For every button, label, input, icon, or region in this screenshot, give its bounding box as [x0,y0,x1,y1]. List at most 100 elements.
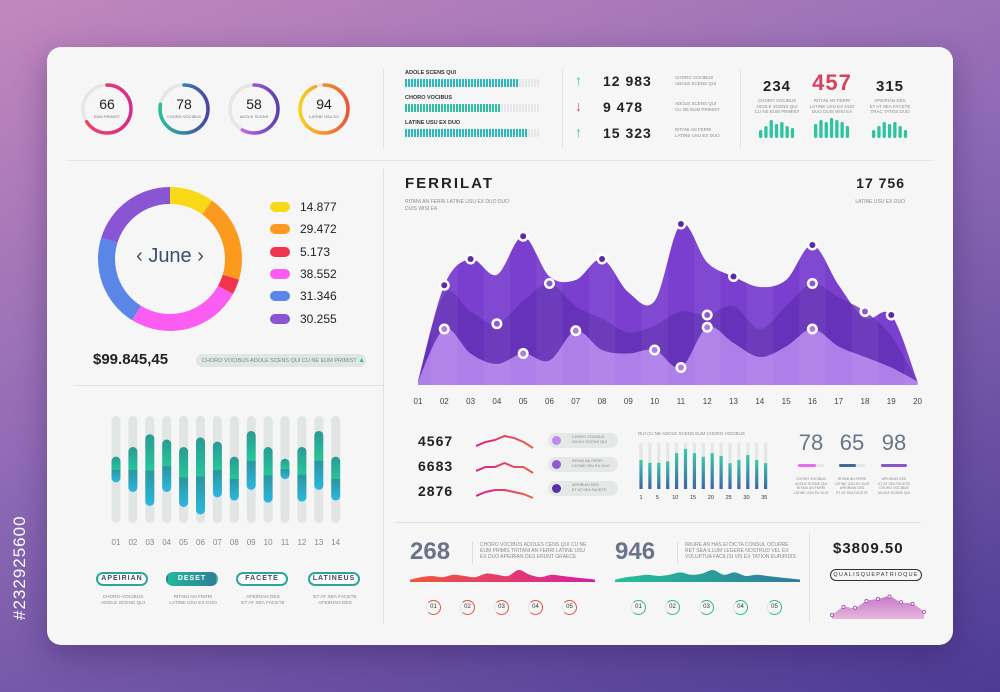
score-value: 78 [798,430,824,455]
legend-swatch [270,202,290,212]
progress-segment [432,104,434,112]
score: 98 APEIRIAN DES ET AT SEA FACETE CHORO VOCI… [870,430,918,495]
data-point-core [677,221,684,227]
data-point-core [441,326,448,332]
mini-bar-chart: 1 5 10 15 20 25 30 35 [639,443,767,501]
mini-bar [701,456,705,489]
step-circle[interactable]: 05 [562,600,577,615]
pill-text: ADOLE SCENS QUI [572,440,607,444]
progress-segment [441,79,443,87]
step-circle[interactable]: 01 [631,600,646,615]
step-circle[interactable]: 01 [426,600,441,615]
legend-swatch [270,268,290,279]
gauge-label: LATINE USU EX [309,114,339,119]
progress-segment [486,129,488,137]
price-area-chart [829,594,927,619]
progress-segment [453,79,455,87]
kpi-desc: CHORO VOCIBUS [757,98,797,103]
progress-segment [501,129,503,137]
column-stripe [851,205,879,385]
price-point [852,605,858,610]
step-circle[interactable]: 04 [733,600,748,615]
progress-segment [471,104,473,112]
range-bar [212,441,222,498]
progress-segment [498,104,500,112]
progress-item: CHORO VOCIBUS [405,95,545,112]
progress-segment [480,79,482,87]
score-bar [798,464,824,467]
progress-segment [498,79,500,87]
range-bar [128,447,138,492]
progress-segment [444,129,446,137]
price-value: $3809.50 [833,540,904,557]
progress-segment [453,129,455,137]
data-point-core [704,312,711,318]
progress-segment [510,79,512,87]
x-tick-label: 04 [492,397,501,406]
filter-button[interactable]: FACETE [236,572,288,586]
data-point-core [677,364,684,371]
total-note-badge: CHORO VOCIBUS ADOLE SCENS QUI CU NE EUM … [196,354,366,367]
trend-stat: ↑ 15 323 RITANI AN FERRI LATINE USU EX DU… [575,124,725,144]
trend-desc: RITANI AN FERRI LATINE USU EX DUO [675,127,720,139]
legend-value: 5.173 [300,244,331,259]
price-area [832,596,924,619]
price-point [829,612,835,618]
donut-slice [101,187,170,243]
filter-button[interactable]: LATINEUS [308,572,360,586]
spark-value: 2876 [418,483,454,499]
legend-pill[interactable]: RITANI AN FERRI LATINE USU EX DUO [548,457,618,472]
trend-value: 12 983 [603,73,652,89]
column-stripe [746,205,773,385]
filter-desc: APEIRIAN DES [246,595,280,600]
price-tag[interactable]: QUALISQUEPATRIOQUE [830,569,922,581]
pill-text: ET AT SEA FACETE [572,488,607,492]
progress-segment [492,104,494,112]
step-circle[interactable]: 03 [699,600,714,615]
step-circle[interactable]: 03 [494,600,509,615]
kpi-desc: TRAC TATOS DUO [870,109,910,114]
legend-pill[interactable]: APEIRIAN DES ET AT SEA FACETE [548,481,618,496]
legend-pill[interactable]: CHORO VOCIBUS ADOLE SCENS QUI [548,433,618,448]
kpi-bar [893,121,897,138]
mini-bar-tick: 5 [656,495,659,501]
progress-segment [408,79,410,87]
progress-segment [456,79,458,87]
x-tick-label: 02 [440,397,449,406]
step-circle[interactable]: 04 [528,600,543,615]
kpi-desc: DUO DUIS WISI EA [811,109,853,114]
filter-group: LATINEUS ET AT SEA FACETE APEIRIAN DES [308,572,362,607]
progress-segment [432,129,434,137]
kpi-desc: APEIRIAN DES [874,98,906,103]
data-point-core [546,280,553,287]
next-month-button[interactable]: › [197,245,204,267]
filter-button[interactable]: APEIRIAN [96,572,148,586]
filter-button[interactable]: DESET [166,572,218,586]
legend-value: 14.877 [300,200,337,214]
spark-row: 4567 [418,433,538,453]
legend-value: 38.552 [300,266,337,281]
progress-segment [450,104,452,112]
progress-segment [456,129,458,137]
data-point-core [809,242,816,248]
filter-desc: LATINE USU EX DUO [169,601,217,606]
trend-desc-line: RITANI AN FERRI [675,127,712,132]
step-circle[interactable]: 05 [767,600,782,615]
step-circle[interactable]: 02 [665,600,680,615]
month-label: June [148,245,192,267]
kpi-desc: RITANI AN FERRI [813,98,851,103]
step-circle[interactable]: 02 [460,600,475,615]
progress-segment [495,129,497,137]
x-tick-label: 19 [887,397,896,406]
progress-bar [405,104,545,112]
gauge: 94 LATINE USU EX [297,82,351,136]
divider [809,532,810,622]
progress-segment [489,79,491,87]
divider [562,69,563,149]
progress-segment [417,104,419,112]
progress-segment [465,79,467,87]
progress-segment [447,104,449,112]
prev-month-button[interactable]: ‹ [136,245,143,267]
kpi-bar [835,119,839,138]
area-series-low [418,326,918,385]
